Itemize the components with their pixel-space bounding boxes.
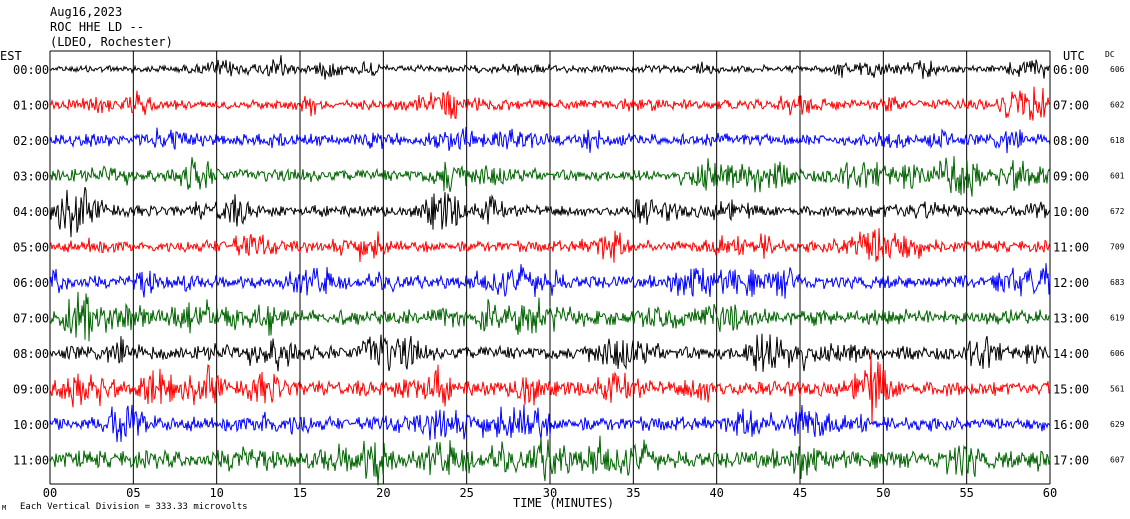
x-tick-label: 50 xyxy=(876,486,890,500)
dc-value: 618 xyxy=(1110,136,1125,145)
est-row-label: 07:00 xyxy=(13,312,49,326)
trace-row-01:00 xyxy=(49,86,1051,121)
dc-value: 629 xyxy=(1110,420,1125,429)
utc-row-label: 17:00 xyxy=(1053,454,1089,468)
utc-row-label: 06:00 xyxy=(1053,63,1089,77)
x-tick-label: 60 xyxy=(1043,486,1057,500)
dc-value: 672 xyxy=(1110,207,1125,216)
est-row-label: 06:00 xyxy=(13,276,49,290)
dc-header-label: DC xyxy=(1105,50,1115,59)
utc-row-label: 08:00 xyxy=(1053,134,1089,148)
scale-note: Each Vertical Division = 333.33 microvol… xyxy=(20,502,248,512)
trace-row-04:00 xyxy=(49,186,1051,238)
x-tick-label: 30 xyxy=(543,486,557,500)
trace-row-00:00 xyxy=(49,55,1051,80)
seismic-traces xyxy=(49,55,1051,486)
dc-value: 602 xyxy=(1110,101,1125,110)
est-row-label: 09:00 xyxy=(13,383,49,397)
dc-value: 683 xyxy=(1110,278,1125,287)
x-tick-label: 45 xyxy=(793,486,807,500)
x-tick-label: 00 xyxy=(43,486,57,500)
row-labels: 00:00 06:00 606 01:00 07:00 602 02:00 08:00 618 0… xyxy=(13,63,1125,468)
utc-zone-label: UTC xyxy=(1063,49,1085,63)
trace-row-09:00 xyxy=(49,352,1051,423)
x-tick-label: 55 xyxy=(959,486,973,500)
x-tick-label: 05 xyxy=(126,486,140,500)
dc-value: 606 xyxy=(1110,349,1125,358)
utc-row-label: 11:00 xyxy=(1053,241,1089,255)
x-tick-label: 40 xyxy=(709,486,723,500)
station-label: ROC HHE LD -- xyxy=(50,20,144,34)
x-tick-label: 25 xyxy=(459,486,473,500)
dc-value: 601 xyxy=(1110,172,1125,181)
est-row-label: 05:00 xyxy=(13,241,49,255)
utc-row-label: 13:00 xyxy=(1053,312,1089,326)
dc-value: 607 xyxy=(1110,456,1125,465)
est-row-label: 03:00 xyxy=(13,170,49,184)
utc-row-label: 10:00 xyxy=(1053,205,1089,219)
x-tick-label: 35 xyxy=(626,486,640,500)
utc-row-label: 14:00 xyxy=(1053,347,1089,361)
x-tick-label: 20 xyxy=(376,486,390,500)
trace-row-02:00 xyxy=(49,126,1051,154)
est-row-label: 08:00 xyxy=(13,347,49,361)
dc-value: 561 xyxy=(1110,385,1125,394)
dc-value: 606 xyxy=(1110,65,1125,74)
network-label: (LDEO, Rochester) xyxy=(50,35,173,49)
est-row-label: 00:00 xyxy=(13,63,49,77)
utc-row-label: 09:00 xyxy=(1053,170,1089,184)
utc-row-label: 15:00 xyxy=(1053,383,1089,397)
est-row-label: 04:00 xyxy=(13,205,49,219)
x-axis-ticks: 00 05 10 15 20 25 30 35 40 45 50 55 60 xyxy=(43,486,1057,500)
utc-row-label: 16:00 xyxy=(1053,418,1089,432)
x-tick-label: 10 xyxy=(209,486,223,500)
x-tick-label: 15 xyxy=(293,486,307,500)
est-row-label: 01:00 xyxy=(13,99,49,113)
dc-value: 709 xyxy=(1110,243,1125,252)
date-label: Aug16,2023 xyxy=(50,5,122,19)
trace-row-11:00 xyxy=(49,435,1051,486)
trace-row-06:00 xyxy=(49,263,1051,299)
est-row-label: 11:00 xyxy=(13,454,49,468)
utc-row-label: 12:00 xyxy=(1053,276,1089,290)
trace-row-10:00 xyxy=(49,404,1051,443)
utc-row-label: 07:00 xyxy=(1053,99,1089,113)
est-row-label: 02:00 xyxy=(13,134,49,148)
trace-row-07:00 xyxy=(49,291,1051,342)
trace-row-08:00 xyxy=(49,333,1051,372)
corner-mark: M xyxy=(2,504,6,512)
est-row-label: 10:00 xyxy=(13,418,49,432)
trace-row-03:00 xyxy=(49,156,1051,197)
dc-value: 619 xyxy=(1110,314,1125,323)
x-axis-title: TIME (MINUTES) xyxy=(513,496,614,510)
est-zone-label: EST xyxy=(0,49,22,63)
trace-row-05:00 xyxy=(49,228,1051,263)
